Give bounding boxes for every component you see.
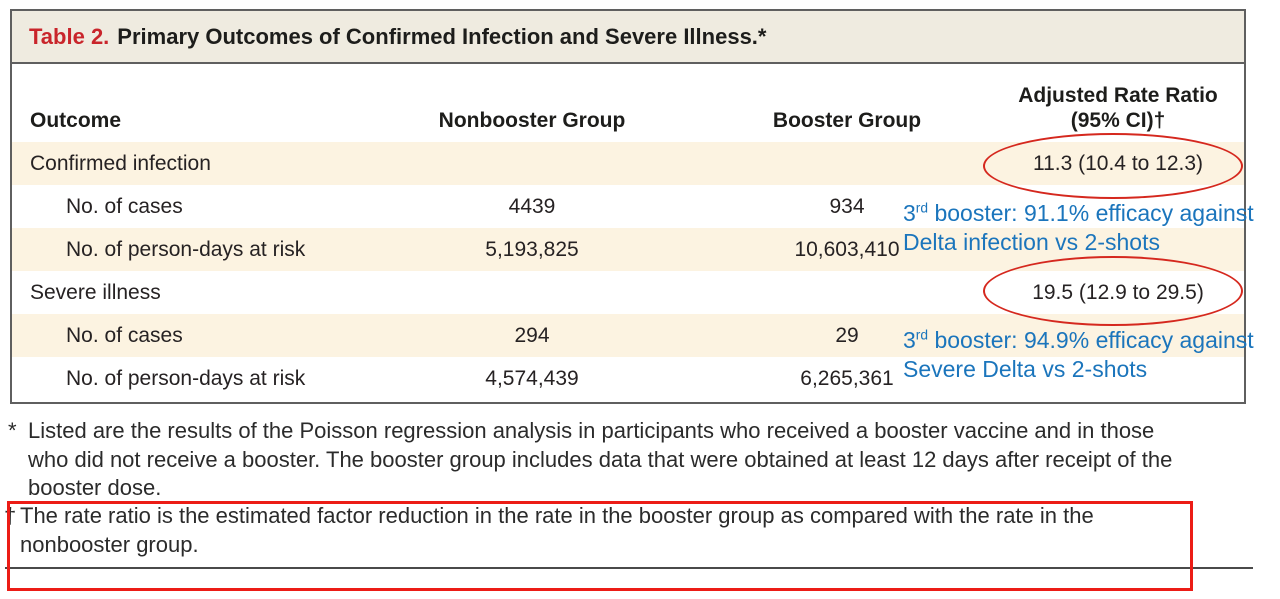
annotation-line: 3rd booster: 94.9% efficacy against (903, 327, 1254, 353)
annotation-severe-efficacy: 3rd booster: 94.9% efficacy against Seve… (903, 326, 1254, 384)
footnote-dagger: † The rate ratio is the estimated factor… (4, 502, 1094, 559)
table-bottom-rule (5, 567, 1253, 569)
booster-value: 934 (829, 194, 865, 218)
highlight-rectangle-dagger-footnote (7, 501, 1193, 591)
table-row: No. of person-days at risk 5,193,825 10,… (12, 228, 1244, 271)
table-title-text: Primary Outcomes of Confirmed Infection … (117, 23, 767, 49)
annotation-line: 3rd booster: 91.1% efficacy against (903, 200, 1254, 226)
footnote-line: who did not receive a booster. The boost… (28, 446, 1173, 472)
table-title-bar: Table 2. Primary Outcomes of Confirmed I… (12, 11, 1244, 64)
highlight-ellipse-infection-ratio (983, 133, 1243, 199)
row-label: No. of cases (66, 194, 183, 218)
table-row: No. of cases 4439 934 (12, 185, 1244, 228)
footnote-line: booster dose. (28, 475, 162, 500)
footnote-asterisk-text: Listed are the results of the Poisson re… (28, 417, 1172, 503)
booster-value: 10,603,410 (794, 237, 900, 261)
table-row: No. of person-days at risk 4,574,439 6,2… (12, 357, 1244, 400)
row-label: No. of cases (66, 323, 183, 347)
row-label: No. of person-days at risk (66, 237, 306, 261)
highlight-ellipse-severe-ratio (983, 256, 1243, 326)
footnote-line: The rate ratio is the estimated factor r… (20, 503, 1094, 528)
rate-ratio-header-line2: (95% CI)† (1070, 109, 1166, 132)
col-header-rate-ratio: Adjusted Rate Ratio (95% CI)† (992, 83, 1244, 133)
nonbooster-value: 4439 (508, 194, 556, 218)
annotation-infection-efficacy: 3rd booster: 91.1% efficacy against Delt… (903, 199, 1254, 257)
booster-value: 6,265,361 (800, 366, 894, 390)
col-header-nonbooster: Nonbooster Group (438, 109, 626, 132)
col-header-booster: Booster Group (772, 109, 922, 132)
table-row: No. of cases 294 29 (12, 314, 1244, 357)
nonbooster-value: 294 (514, 323, 550, 347)
footnote-dagger-text: The rate ratio is the estimated factor r… (20, 502, 1094, 559)
footnote-line: Listed are the results of the Poisson re… (28, 418, 1155, 443)
table-header-row: Outcome Nonbooster Group Booster Group A… (12, 64, 1244, 142)
table-number-label: Table 2. (29, 23, 110, 49)
footnote-line: nonbooster group. (20, 531, 199, 557)
nonbooster-value: 4,574,439 (485, 366, 579, 390)
row-label: Severe illness (30, 280, 161, 304)
row-label: Confirmed infection (30, 151, 211, 175)
asterisk-marker: * (8, 418, 17, 443)
annotation-line: Severe Delta vs 2-shots (903, 356, 1148, 382)
row-label: No. of person-days at risk (66, 366, 306, 390)
col-header-outcome: Outcome (30, 109, 122, 132)
booster-value: 29 (835, 323, 859, 347)
nonbooster-value: 5,193,825 (485, 237, 579, 261)
rate-ratio-header-line1: Adjusted Rate Ratio (1018, 84, 1218, 107)
footnote-asterisk: * Listed are the results of the Poisson … (8, 417, 1172, 503)
annotation-line: Delta infection vs 2-shots (903, 229, 1160, 255)
